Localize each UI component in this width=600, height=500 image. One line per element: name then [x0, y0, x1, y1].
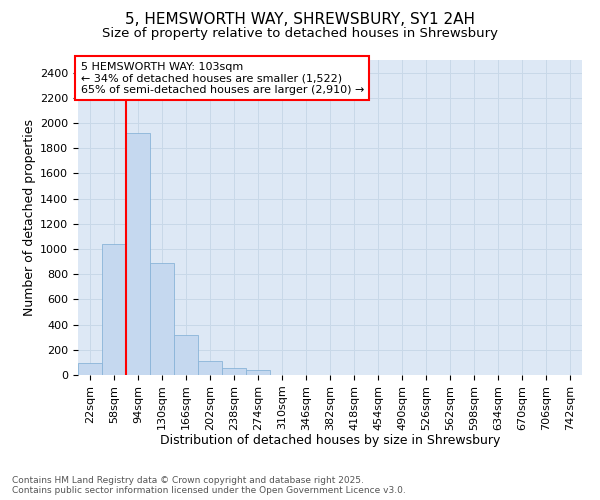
Text: 5, HEMSWORTH WAY, SHREWSBURY, SY1 2AH: 5, HEMSWORTH WAY, SHREWSBURY, SY1 2AH [125, 12, 475, 28]
Text: Contains HM Land Registry data © Crown copyright and database right 2025.
Contai: Contains HM Land Registry data © Crown c… [12, 476, 406, 495]
Y-axis label: Number of detached properties: Number of detached properties [23, 119, 36, 316]
Bar [174, 334, 198, 375]
Text: 5 HEMSWORTH WAY: 103sqm
← 34% of detached houses are smaller (1,522)
65% of semi: 5 HEMSWORTH WAY: 103sqm ← 34% of detache… [80, 62, 364, 95]
X-axis label: Distribution of detached houses by size in Shrewsbury: Distribution of detached houses by size … [160, 434, 500, 447]
Bar [126, 133, 150, 375]
Bar [198, 360, 222, 375]
Text: Size of property relative to detached houses in Shrewsbury: Size of property relative to detached ho… [102, 28, 498, 40]
Bar [246, 370, 270, 375]
Bar [78, 363, 102, 375]
Bar [102, 244, 126, 375]
Bar [150, 263, 174, 375]
Bar [222, 368, 246, 375]
